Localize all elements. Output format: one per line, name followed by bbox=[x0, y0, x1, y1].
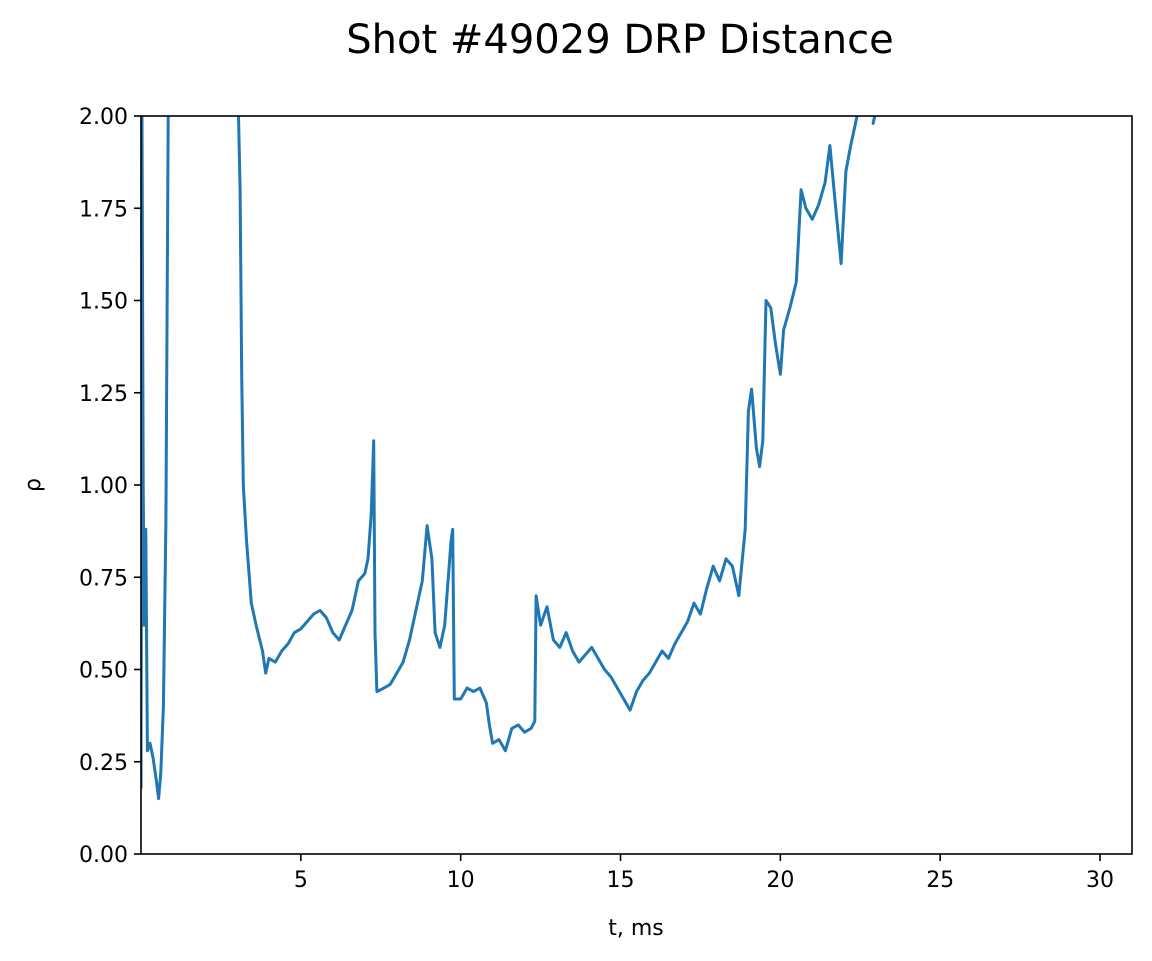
y-tick-label: 1.25 bbox=[79, 382, 128, 407]
x-axis: 5 10 15 20 25 30 bbox=[294, 854, 1114, 893]
series-line bbox=[141, 116, 170, 801]
y-tick-label: 1.00 bbox=[79, 474, 128, 499]
y-tick-label: 1.50 bbox=[79, 290, 128, 315]
y-tick-label: 0.25 bbox=[79, 751, 128, 776]
y-axis: 0.00 0.25 0.50 0.75 1.00 1.25 1.50 1.75 2.00 bbox=[79, 105, 141, 868]
y-tick-label: 0.75 bbox=[79, 566, 128, 591]
x-tick-label: 30 bbox=[1086, 868, 1114, 893]
x-tick-label: 10 bbox=[447, 868, 475, 893]
x-axis-label: t, ms bbox=[608, 916, 664, 941]
chart-title: Shot #49029 DRP Distance bbox=[346, 17, 893, 63]
y-tick-label: 0.50 bbox=[79, 659, 128, 684]
x-tick-label: 25 bbox=[926, 868, 954, 893]
series-layer bbox=[141, 116, 877, 801]
y-tick-label: 0.00 bbox=[79, 843, 128, 868]
x-tick-label: 5 bbox=[294, 868, 308, 893]
y-tick-label: 1.75 bbox=[79, 197, 128, 222]
y-tick-label: 2.00 bbox=[79, 105, 128, 130]
series-line bbox=[237, 116, 859, 753]
x-tick-label: 15 bbox=[607, 868, 635, 893]
y-axis-label: ρ bbox=[21, 478, 46, 492]
series-line bbox=[871, 116, 877, 125]
x-tick-label: 20 bbox=[766, 868, 794, 893]
